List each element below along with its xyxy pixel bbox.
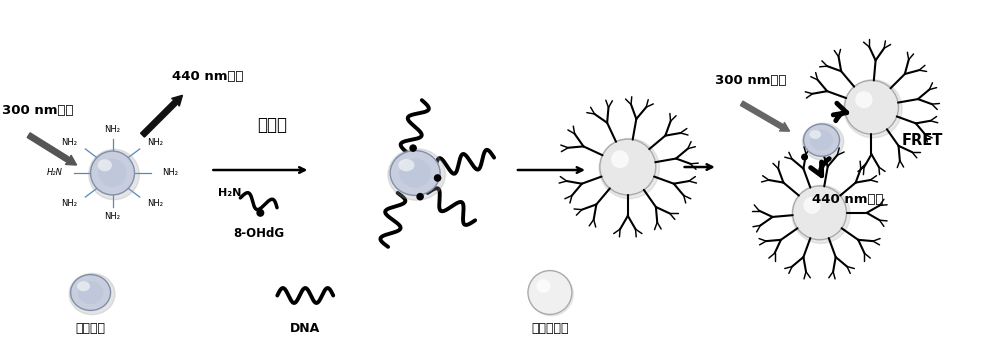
Ellipse shape [71,275,111,310]
Circle shape [256,209,264,217]
FancyArrow shape [740,101,790,131]
FancyArrow shape [27,133,77,165]
Text: NH₂: NH₂ [105,212,121,221]
Circle shape [801,154,808,160]
Ellipse shape [91,151,135,195]
Text: 8-OHdG: 8-OHdG [233,227,284,240]
Ellipse shape [77,281,90,291]
Ellipse shape [804,124,840,156]
Circle shape [844,80,902,138]
Text: H₂N: H₂N [218,188,242,198]
Circle shape [845,80,898,134]
Ellipse shape [388,149,445,200]
Ellipse shape [398,159,414,171]
Text: H₂N: H₂N [47,168,63,177]
Text: NH₂: NH₂ [147,199,163,208]
Ellipse shape [89,149,139,200]
Ellipse shape [98,159,112,171]
FancyArrowPatch shape [833,103,847,121]
Circle shape [855,91,873,108]
Text: NH₂: NH₂ [162,168,178,177]
Text: 础量子点: 础量子点 [76,322,106,335]
Text: 440 nm发射: 440 nm发射 [172,70,244,83]
FancyArrowPatch shape [811,159,829,176]
Circle shape [600,139,656,195]
Circle shape [792,185,850,243]
Ellipse shape [69,273,115,315]
Text: 440 nm发射: 440 nm发射 [812,193,883,206]
Circle shape [803,197,821,214]
Text: NH₂: NH₂ [62,199,78,208]
Circle shape [416,193,424,200]
Text: 300 nm激发: 300 nm激发 [2,104,73,117]
Text: 300 nm激发: 300 nm激发 [715,74,786,87]
Text: DNA: DNA [290,322,320,335]
Ellipse shape [809,130,821,139]
Ellipse shape [802,123,844,160]
Text: 金纳米颗粒: 金纳米颗粒 [531,322,569,335]
Text: NH₂: NH₂ [105,125,121,134]
Circle shape [434,174,441,182]
Ellipse shape [810,130,833,151]
Text: NH₂: NH₂ [147,138,163,147]
Text: FRET: FRET [901,132,943,148]
Circle shape [599,138,660,199]
Circle shape [529,272,573,316]
Ellipse shape [98,159,127,187]
Circle shape [611,150,629,168]
Circle shape [409,144,417,152]
Text: 戊二醒: 戊二醒 [257,116,287,134]
Circle shape [536,279,550,293]
Text: NH₂: NH₂ [62,138,78,147]
Ellipse shape [78,281,104,304]
Ellipse shape [399,158,431,188]
FancyArrow shape [141,95,182,137]
Circle shape [528,270,572,314]
Ellipse shape [390,150,440,195]
Circle shape [793,186,847,240]
